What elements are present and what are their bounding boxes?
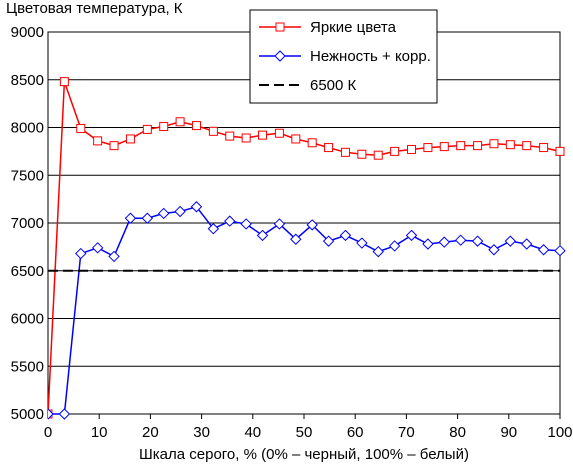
series-1-point — [473, 141, 483, 151]
series-1-point — [340, 147, 350, 157]
series-2-point — [339, 229, 352, 242]
series-1-point — [439, 142, 449, 152]
y-tick-label: 7500 — [11, 167, 44, 184]
series-2-point — [504, 235, 517, 247]
series-2-point — [158, 207, 170, 220]
series-1-point — [324, 143, 334, 153]
series-1-point — [159, 122, 169, 132]
series-2-point — [488, 244, 500, 256]
y-tick-label: 5000 — [11, 406, 44, 423]
series-2-point — [554, 244, 566, 257]
series-1-point — [456, 141, 466, 151]
series-2-point — [388, 240, 401, 252]
series-1-point — [93, 136, 103, 146]
series-1-point — [307, 138, 317, 148]
x-tick-label: 40 — [244, 424, 261, 441]
series-1-point — [175, 117, 185, 127]
series-2-point — [58, 408, 71, 420]
series-2-point — [207, 223, 220, 235]
legend-label-2: Нежность + корр. — [310, 48, 431, 65]
series-2-point — [537, 244, 550, 256]
series-1-point — [142, 124, 152, 134]
x-axis-label: Шкала серого, % (0% – черный, 100% – бел… — [139, 446, 469, 463]
x-tick-label: 60 — [347, 424, 364, 441]
series-2-point — [75, 247, 87, 260]
series-2-point — [240, 218, 252, 230]
series-2-point — [48, 408, 54, 420]
series-2-point — [108, 250, 120, 263]
series-1-point — [191, 121, 201, 131]
chart-title: Цветовая температура, К — [6, 0, 183, 17]
series-2-point — [405, 229, 418, 242]
series-2-point — [256, 229, 269, 242]
series-2-point — [454, 234, 467, 246]
series-1-point — [357, 149, 367, 159]
series-line-1 — [48, 81, 561, 415]
plot-area — [48, 77, 566, 420]
series-1-point — [423, 143, 433, 153]
series-2-point — [141, 212, 154, 224]
y-tick-label: 8500 — [11, 72, 44, 89]
series-2-point — [521, 238, 533, 250]
x-tick-label: 80 — [449, 424, 466, 441]
series-2-point — [306, 219, 318, 231]
series-1-point — [125, 134, 135, 144]
series-1-point — [208, 126, 218, 136]
series-1-point — [505, 140, 515, 150]
y-tick-label: 9000 — [11, 24, 44, 41]
x-tick-label: 70 — [398, 424, 415, 441]
series-2-point — [273, 218, 286, 230]
legend: Яркие цвета Нежность + корр. 6500 К — [249, 9, 438, 104]
series-line-2 — [48, 205, 561, 415]
y-tick-label: 5500 — [11, 358, 44, 375]
series-2-point — [224, 215, 236, 227]
x-tick-label: 0 — [44, 424, 52, 441]
y-tick-label: 6500 — [11, 263, 44, 280]
series-1-point — [522, 141, 532, 151]
series-2-point — [290, 233, 302, 245]
series-1-point — [241, 133, 251, 143]
series-1-point — [489, 139, 499, 149]
series-1-point — [76, 123, 86, 133]
series-2-point — [174, 205, 186, 218]
legend-label-1: Яркие цвета — [310, 19, 397, 36]
series-2-point — [372, 245, 384, 258]
legend-marker-1 — [275, 22, 285, 32]
y-tick-label: 7000 — [11, 215, 44, 232]
series-2-point — [322, 235, 335, 247]
series-2-point — [124, 212, 137, 224]
legend-marker-2 — [274, 50, 286, 62]
y-tick-label: 8000 — [11, 120, 44, 137]
series-1-point — [390, 146, 400, 156]
series-2-point — [471, 235, 484, 247]
series-1-point — [258, 130, 268, 140]
legend-label-3: 6500 К — [310, 77, 357, 94]
series-1-point — [291, 134, 301, 144]
x-tick-label: 100 — [547, 424, 572, 441]
x-tick-label: 90 — [500, 424, 517, 441]
y-tick-label: 6000 — [11, 311, 44, 328]
series-1-point — [373, 150, 383, 160]
series-2-point — [356, 237, 368, 249]
series-2-point — [91, 242, 104, 254]
series-1-point — [555, 146, 565, 156]
series-1-point — [109, 141, 119, 151]
series-1-point — [59, 77, 69, 87]
series-1-point — [539, 143, 549, 153]
series-1-point — [407, 144, 417, 154]
series-2-point — [190, 201, 203, 213]
series-2-point — [422, 238, 434, 250]
series-2-point — [438, 236, 450, 248]
x-tick-label: 20 — [142, 424, 159, 441]
x-tick-label: 10 — [91, 424, 108, 441]
x-tick-label: 30 — [193, 424, 210, 441]
series-1-point — [225, 131, 235, 141]
series-1-point — [274, 128, 284, 138]
x-tick-label: 50 — [296, 424, 313, 441]
